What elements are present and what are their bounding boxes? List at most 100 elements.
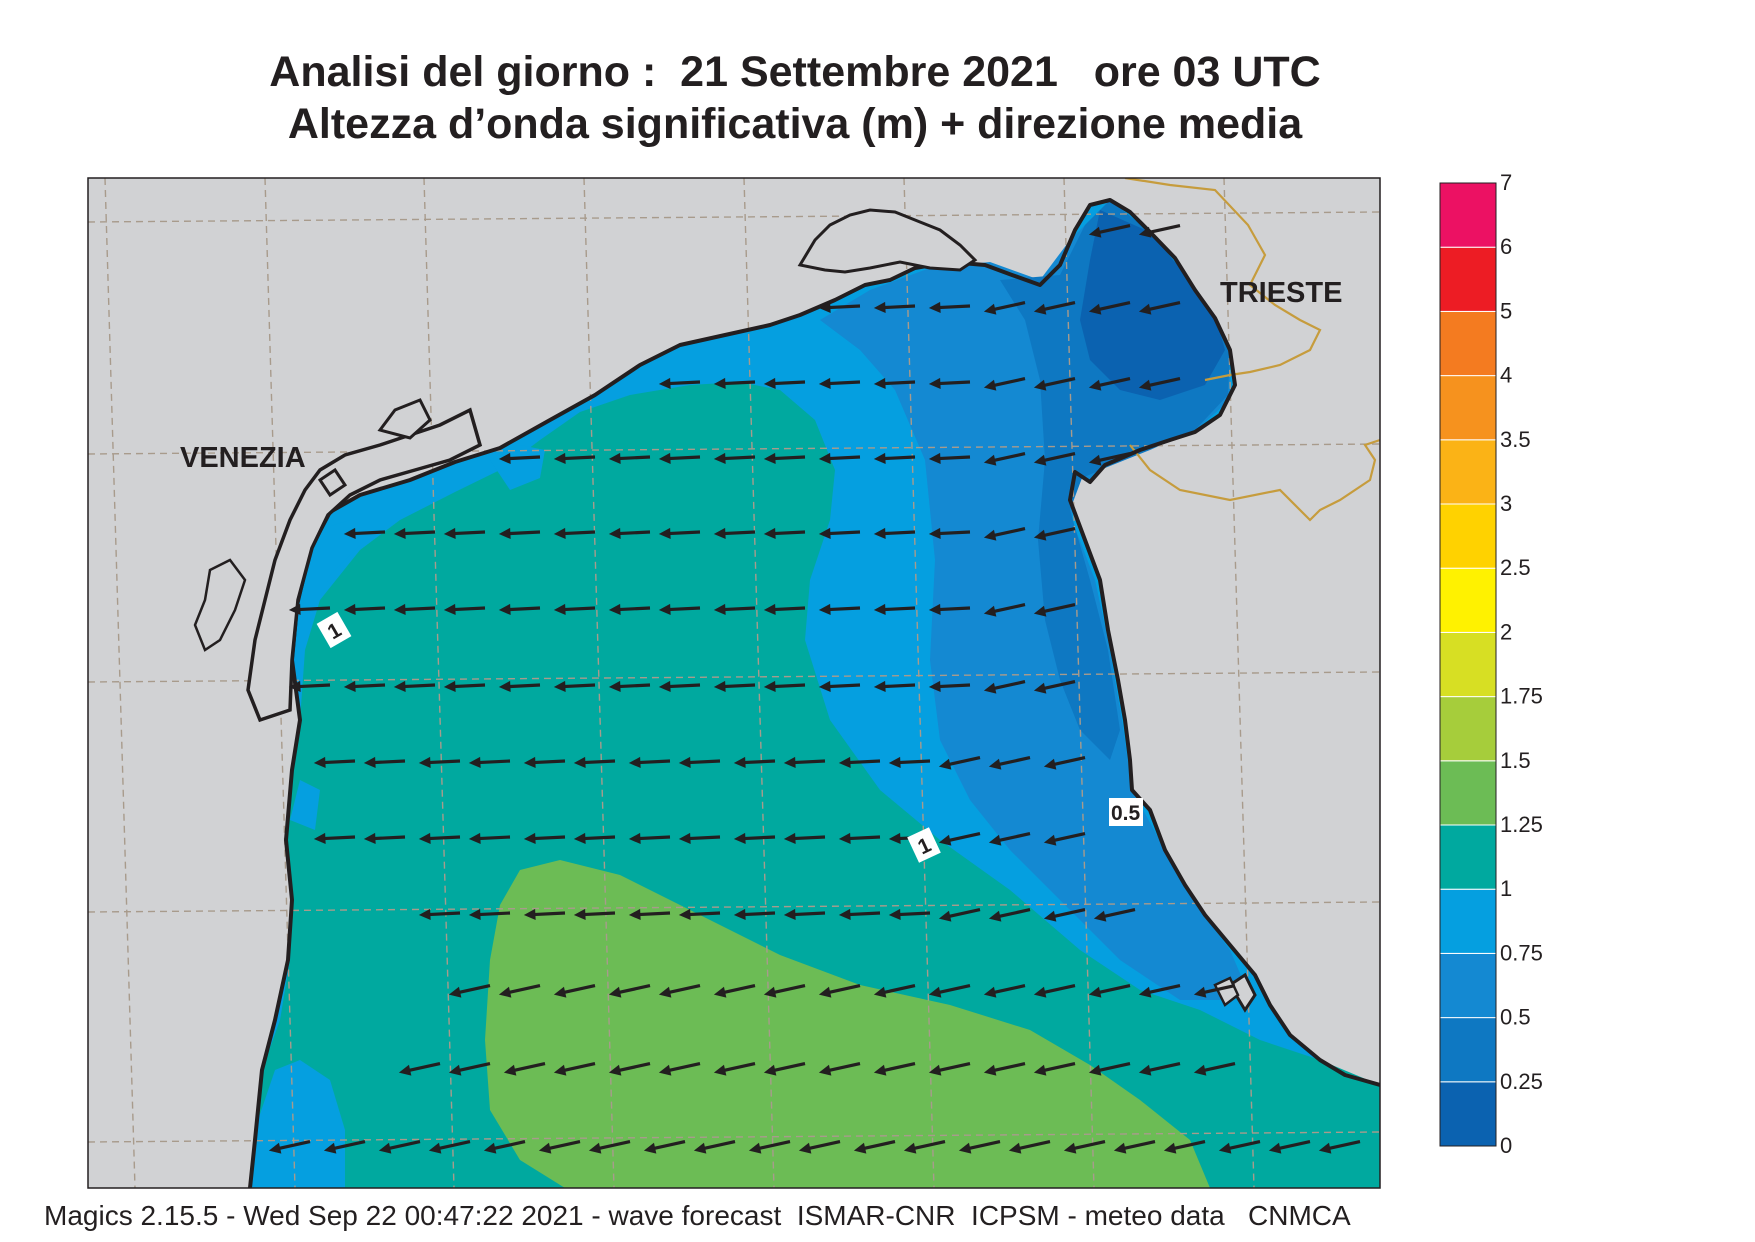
meridian-line	[743, 178, 775, 1188]
wave-arrow-head	[1138, 226, 1152, 238]
contour-label-bg	[907, 827, 941, 863]
wave-arrow-head	[1163, 1142, 1177, 1154]
colorbar-tick-label: 0	[1500, 1133, 1512, 1158]
national-border	[1124, 178, 1322, 382]
colorbar-tick-label: 0.5	[1500, 1005, 1531, 1030]
wave-arrow-head	[1008, 1142, 1022, 1154]
wave-arrow-head	[418, 908, 431, 921]
wave-arrow-shaft	[1145, 377, 1181, 388]
wave-arrow-head	[928, 452, 941, 465]
colorbar-bin	[1439, 503, 1497, 569]
wave-arrow-shaft	[560, 530, 596, 536]
colorbar-bin	[1439, 760, 1497, 826]
wave-arrow-shaft	[665, 1062, 701, 1073]
wave-arrow-shaft	[350, 683, 386, 689]
wave-arrow-head	[1043, 910, 1057, 922]
wave-arrow-head	[873, 301, 886, 314]
wave-arrow-shaft	[990, 377, 1026, 388]
wave-arrow-shaft	[400, 530, 436, 536]
wave-arrow-shaft	[1095, 377, 1131, 388]
map-title-line-2: Altezza d’onda significativa (m) + direz…	[287, 100, 1303, 148]
wave-arrow-head	[608, 527, 621, 540]
wave-arrow-head	[443, 680, 456, 693]
meridian-line	[104, 178, 136, 1188]
contour-label-box: 1	[316, 611, 352, 649]
wave-arrow-shaft	[720, 1062, 756, 1073]
wave-arrow-shaft	[635, 911, 671, 917]
wave-arrow-shaft	[995, 756, 1031, 767]
wave-arrow-head	[763, 603, 776, 616]
wave-arrow-shaft	[720, 984, 756, 995]
wave-arrow-head	[783, 908, 796, 921]
meridian-line	[423, 178, 455, 1188]
wave-arrow-head	[498, 452, 511, 465]
wave-arrow-shaft	[545, 1140, 581, 1151]
colorbar-bin	[1439, 567, 1497, 633]
wave-arrow-shaft	[770, 1062, 806, 1073]
wave-arrow-head	[903, 1142, 917, 1154]
wave-arrow-shaft	[805, 1140, 841, 1151]
colorbar-tick-label: 1	[1500, 876, 1512, 901]
colorbar-bin	[1439, 439, 1497, 505]
wave-arrow-shaft	[650, 1140, 686, 1151]
wave-arrow-head	[1088, 379, 1102, 391]
wave-arrow-head	[1063, 1142, 1077, 1154]
wave-arrow-shaft	[530, 759, 566, 765]
wave-arrow-head	[873, 603, 886, 616]
wave-arrow-shaft	[580, 835, 616, 841]
wave-arrow-head	[658, 527, 671, 540]
wave-arrow-shaft	[880, 1062, 916, 1073]
wave-arrow-shaft	[425, 911, 461, 917]
wave-arrow-head	[573, 832, 586, 845]
wave-arrow-head	[658, 452, 671, 465]
wave-arrow-head	[818, 680, 831, 693]
wave-arrow-head	[873, 986, 887, 998]
wave-direction-arrows	[268, 224, 1361, 1154]
contour-label-box: 0.5	[1109, 798, 1143, 826]
wave-arrow-head	[468, 756, 481, 769]
wave-arrow-shaft	[995, 832, 1031, 843]
wave-arrow-head	[658, 377, 671, 390]
wave-arrow-head	[1138, 986, 1152, 998]
contour-fill-0-0.25	[1080, 210, 1225, 400]
wave-arrow-shaft	[560, 683, 596, 689]
national-border-south	[1129, 438, 1380, 522]
wave-arrow-head	[733, 908, 746, 921]
wave-arrow-head	[553, 527, 566, 540]
colorbar-tick-label: 6	[1500, 234, 1512, 259]
wave-arrow-shaft	[910, 1140, 946, 1151]
wave-arrow-shaft	[720, 606, 756, 612]
wave-arrow-shaft	[560, 455, 596, 461]
wave-arrow-head	[1088, 303, 1102, 315]
wave-arrow-head	[658, 986, 672, 998]
colorbar-tick-label: 1.75	[1500, 684, 1543, 709]
wave-arrow-shaft	[895, 911, 931, 917]
wave-arrow-shaft	[320, 759, 356, 765]
wave-arrow-shaft	[860, 1140, 896, 1151]
wave-arrow-head	[798, 1142, 812, 1154]
wave-arrow-shaft	[1040, 603, 1076, 614]
wave-arrow-shaft	[435, 1140, 471, 1151]
wave-arrow-head	[763, 1064, 777, 1076]
wave-arrow-shaft	[1095, 1062, 1131, 1073]
wave-arrow-shaft	[935, 606, 971, 612]
wave-arrow-head	[1268, 1142, 1282, 1154]
colorbar-tick-label: 3	[1500, 491, 1512, 516]
wave-arrow-head	[818, 301, 831, 314]
wave-arrow-shaft	[935, 304, 971, 310]
wave-arrow-head	[608, 986, 622, 998]
colorbar-bin	[1439, 246, 1497, 312]
wave-arrow-head	[588, 1142, 602, 1154]
wave-arrow-shaft	[1095, 984, 1131, 995]
wave-arrow-head	[1043, 758, 1057, 770]
wave-arrow-head	[873, 680, 886, 693]
wave-arrow-shaft	[560, 606, 596, 612]
wave-arrow-head	[693, 1142, 707, 1154]
wave-arrow-head	[1033, 1064, 1047, 1076]
wave-arrow-shaft	[945, 908, 981, 919]
colorbar-tick-label: 2	[1500, 619, 1512, 644]
wave-arrow-head	[1093, 910, 1107, 922]
wave-arrow-shaft	[880, 530, 916, 536]
wave-arrow-head	[873, 377, 886, 390]
wave-arrow-shaft	[1040, 527, 1076, 538]
